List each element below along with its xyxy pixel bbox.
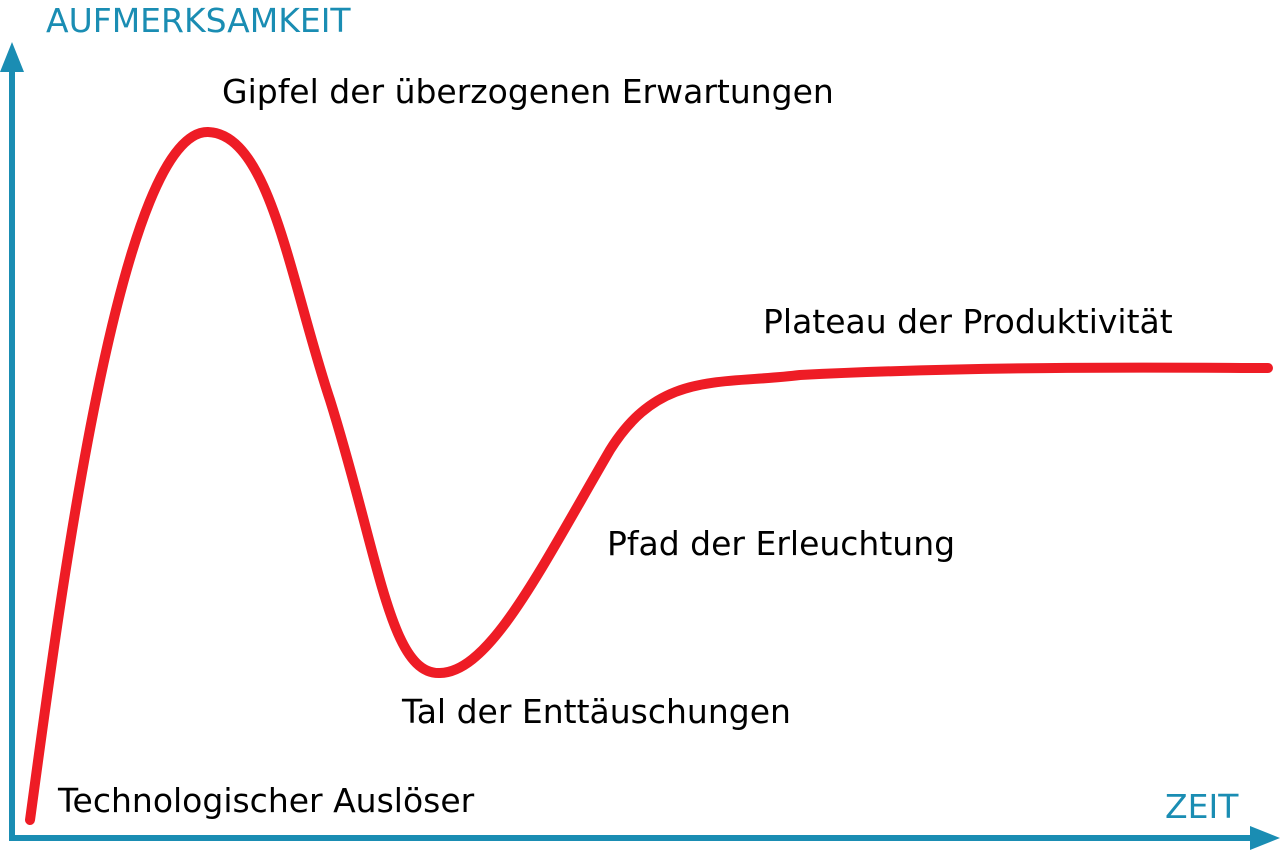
x-axis-arrow	[1250, 826, 1280, 850]
phase-label: Tal der Enttäuschungen	[401, 692, 791, 731]
x-axis-label: ZEIT	[1165, 787, 1239, 826]
phase-label: Pfad der Erleuchtung	[607, 524, 955, 563]
phase-label: Gipfel der überzogenen Erwartungen	[222, 72, 834, 111]
phase-label: Plateau der Produktivität	[763, 302, 1173, 341]
y-axis-label: AUFMERKSAMKEIT	[46, 1, 351, 40]
hype-curve	[25, 126, 1273, 825]
phase-label: Technologischer Auslöser	[57, 781, 475, 820]
y-axis-arrow	[0, 42, 24, 72]
